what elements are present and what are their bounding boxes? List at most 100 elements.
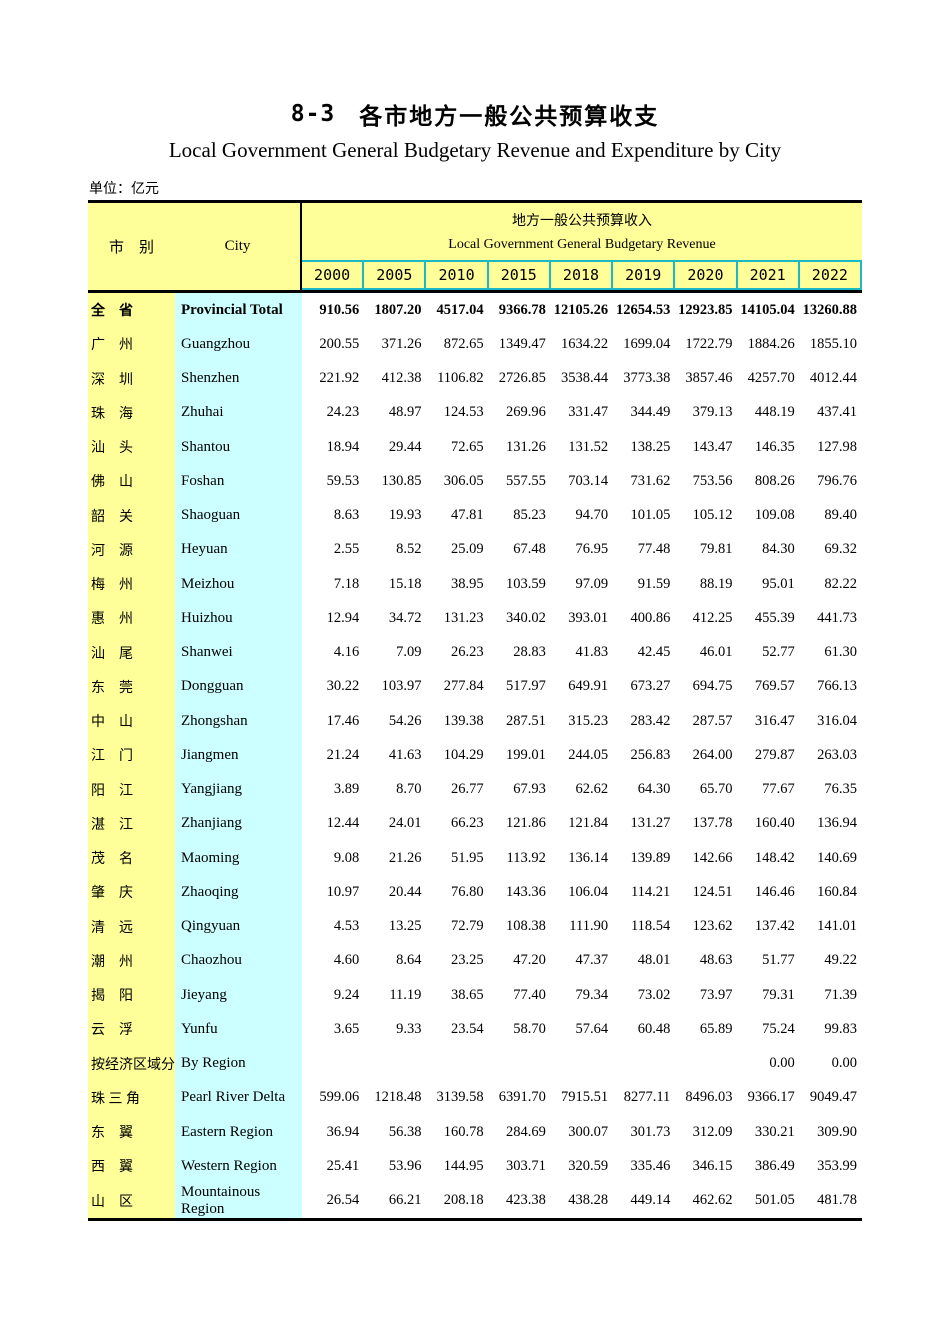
- value-cell: 103.59: [506, 575, 546, 592]
- value-cell: 731.62: [630, 472, 671, 489]
- row-name-en: Shantou: [175, 430, 302, 465]
- value-cell: 284.69: [506, 1123, 546, 1140]
- row-name-zh: 按经济区域分: [88, 1046, 175, 1081]
- value-cell: 38.65: [451, 986, 484, 1003]
- value-cell: 694.75: [692, 678, 733, 695]
- value-cell: 13260.88: [802, 301, 857, 318]
- value-cell: 287.57: [692, 712, 733, 729]
- revenue-group-title: 地方一般公共预算收入 Local Government General Budg…: [302, 203, 862, 260]
- value-cell: 303.71: [506, 1157, 546, 1174]
- value-cell: 18.94: [326, 438, 360, 455]
- value-cell: 1884.26: [747, 335, 795, 352]
- value-cell: 137.42: [754, 918, 795, 935]
- value-cell: 23.25: [451, 952, 484, 969]
- value-cell: 3.65: [333, 1020, 360, 1037]
- table-number: 8-3: [290, 101, 336, 127]
- value-cell: 65.89: [699, 1020, 733, 1037]
- value-cell: 58.70: [513, 1020, 546, 1037]
- value-cell: 12105.26: [553, 301, 609, 318]
- value-cell: 3.89: [333, 781, 360, 798]
- value-cell: [364, 1047, 426, 1081]
- row-name-zh: 东 莞: [88, 669, 175, 704]
- value-cell: 51.95: [451, 849, 484, 866]
- value-cell: 501.05: [754, 1192, 795, 1209]
- value-cell: 4.16: [333, 644, 360, 661]
- table-row: 茂 名 Maoming 9.08 21.26 51.95 113.92 136.14 139.…: [88, 841, 862, 876]
- value-cell: 26.77: [451, 781, 484, 798]
- value-cell: 8496.03: [685, 1089, 733, 1106]
- value-cell: 1349.47: [498, 335, 546, 352]
- value-cell: 23.54: [451, 1020, 484, 1037]
- value-cell: 1722.79: [685, 335, 733, 352]
- value-cell: 599.06: [319, 1089, 360, 1106]
- value-cell: 316.04: [817, 712, 857, 729]
- value-cell: 84.30: [762, 541, 795, 558]
- value-cell: 306.05: [443, 472, 484, 489]
- value-cell: 123.62: [692, 918, 733, 935]
- value-cell: 9366.78: [498, 301, 546, 318]
- revenue-group-title-zh: 地方一般公共预算收入: [512, 214, 652, 229]
- value-cell: 2.55: [333, 541, 360, 558]
- row-name-zh: 佛 山: [88, 464, 175, 499]
- value-cell: 76.80: [451, 883, 484, 900]
- value-cell: 269.96: [506, 404, 546, 421]
- value-cell: 41.83: [575, 644, 609, 661]
- value-cell: 8.52: [396, 541, 422, 558]
- value-cell: 3773.38: [623, 370, 671, 387]
- value-cell: [551, 1047, 613, 1081]
- value-cell: 113.92: [506, 849, 546, 866]
- value-cell: 0.00: [831, 1055, 857, 1072]
- value-cell: 703.14: [568, 472, 609, 489]
- page-title-en: Local Government General Budgetary Reven…: [168, 138, 782, 162]
- value-cell: 12.44: [326, 815, 360, 832]
- value-cell: 41.63: [388, 746, 422, 763]
- value-cell: 12923.85: [678, 301, 733, 318]
- row-name-en: Maoming: [175, 841, 302, 876]
- value-cell: [489, 1047, 551, 1081]
- value-cell: 353.99: [817, 1157, 857, 1174]
- value-cell: 10.97: [326, 883, 360, 900]
- value-cell: 131.26: [506, 438, 546, 455]
- value-cell: 12.94: [326, 609, 360, 626]
- value-cell: 517.97: [506, 678, 546, 695]
- value-cell: 77.40: [513, 986, 546, 1003]
- value-cell: 462.62: [692, 1192, 733, 1209]
- value-cell: 4.53: [333, 918, 360, 935]
- value-cell: 62.62: [575, 781, 609, 798]
- value-cell: 105.12: [692, 507, 733, 524]
- row-name-en: Heyuan: [175, 532, 302, 567]
- row-name-en: Yangjiang: [175, 772, 302, 807]
- row-name-zh: 全 省: [88, 293, 175, 328]
- value-cell: 244.05: [568, 746, 609, 763]
- value-cell: 57.64: [575, 1020, 609, 1037]
- value-cell: [302, 1047, 364, 1081]
- table-row: 汕 头 Shantou 18.94 29.44 72.65 131.26 131.52 138…: [88, 430, 862, 465]
- row-name-en: Qingyuan: [175, 909, 302, 944]
- value-cell: 320.59: [568, 1157, 609, 1174]
- value-cell: 449.14: [630, 1192, 671, 1209]
- value-cell: 8.63: [333, 507, 360, 524]
- value-cell: 76.95: [575, 541, 609, 558]
- row-name-en: Zhanjiang: [175, 806, 302, 841]
- value-cell: 42.45: [637, 644, 671, 661]
- value-cell: 24.01: [388, 815, 422, 832]
- value-cell: 25.41: [326, 1157, 360, 1174]
- value-cell: 60.48: [637, 1020, 671, 1037]
- unit-note: 单位：亿元: [89, 182, 159, 197]
- value-cell: 208.18: [443, 1192, 484, 1209]
- row-name-zh: 深 圳: [88, 361, 175, 396]
- value-cell: 160.40: [754, 815, 795, 832]
- table-row: 阳 江 Yangjiang 3.89 8.70 26.77 67.93 62.62 64.30…: [88, 772, 862, 807]
- value-cell: 316.47: [754, 712, 795, 729]
- table-row: 惠 州 Huizhou 12.94 34.72 131.23 340.02 393.01 40…: [88, 601, 862, 636]
- row-name-zh: 珠 海: [88, 395, 175, 430]
- table-row: 珠 三 角 Pearl River Delta 599.06 1218.48 3139.…: [88, 1080, 862, 1115]
- value-cell: 1855.10: [809, 335, 857, 352]
- value-cell: 557.55: [506, 472, 546, 489]
- header-city-label-en: City: [224, 238, 251, 254]
- value-cell: 139.89: [630, 849, 671, 866]
- table-row: 梅 州 Meizhou 7.18 15.18 38.95 103.59 97.09 91.59…: [88, 567, 862, 602]
- value-cell: 29.44: [388, 438, 422, 455]
- value-cell: 331.47: [568, 404, 609, 421]
- table-row: 广 州 Guangzhou 200.55 371.26 872.65 1349.47 163…: [88, 327, 862, 362]
